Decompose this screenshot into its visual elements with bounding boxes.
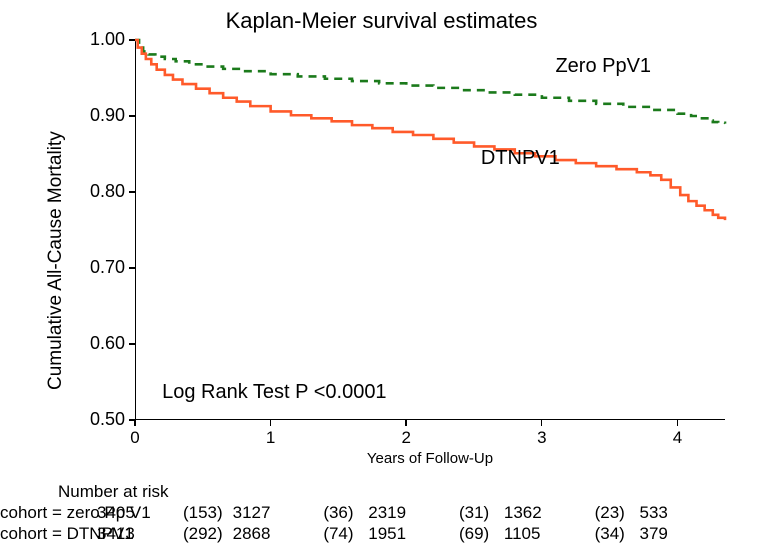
risk-cell: (23) bbox=[575, 503, 645, 523]
risk-cell: 3127 bbox=[233, 503, 303, 523]
risk-cell: (31) bbox=[439, 503, 509, 523]
series-label-zero_ppv1: Zero PpV1 bbox=[555, 55, 651, 78]
risk-row-label: cohort = DTNPV1 bbox=[0, 524, 93, 544]
risk-row-label: cohort = zero Pp V1 bbox=[0, 503, 93, 523]
risk-cell: 1362 bbox=[504, 503, 574, 523]
risk-cell: (153) bbox=[168, 503, 238, 523]
risk-cell: (69) bbox=[439, 524, 509, 544]
risk-cell: 533 bbox=[640, 503, 710, 523]
risk-cell: 1105 bbox=[504, 524, 574, 544]
series-label-dtnpv1: DTNPV1 bbox=[481, 147, 560, 170]
risk-cell: 2319 bbox=[368, 503, 438, 523]
risk-cell: (34) bbox=[575, 524, 645, 544]
risk-cell: (36) bbox=[303, 503, 373, 523]
logrank-annotation: Log Rank Test P <0.0001 bbox=[162, 381, 386, 404]
risk-cell: 1951 bbox=[368, 524, 438, 544]
risk-cell: 3405 bbox=[97, 503, 167, 523]
curve-zero_ppv1 bbox=[135, 40, 725, 124]
risk-cell: 379 bbox=[640, 524, 710, 544]
risk-cell: (74) bbox=[303, 524, 373, 544]
curves-svg bbox=[0, 0, 763, 551]
risk-cell: 3413 bbox=[97, 524, 167, 544]
risk-cell: (292) bbox=[168, 524, 238, 544]
risk-cell: 2868 bbox=[233, 524, 303, 544]
risk-table-header: Number at risk bbox=[58, 482, 169, 502]
